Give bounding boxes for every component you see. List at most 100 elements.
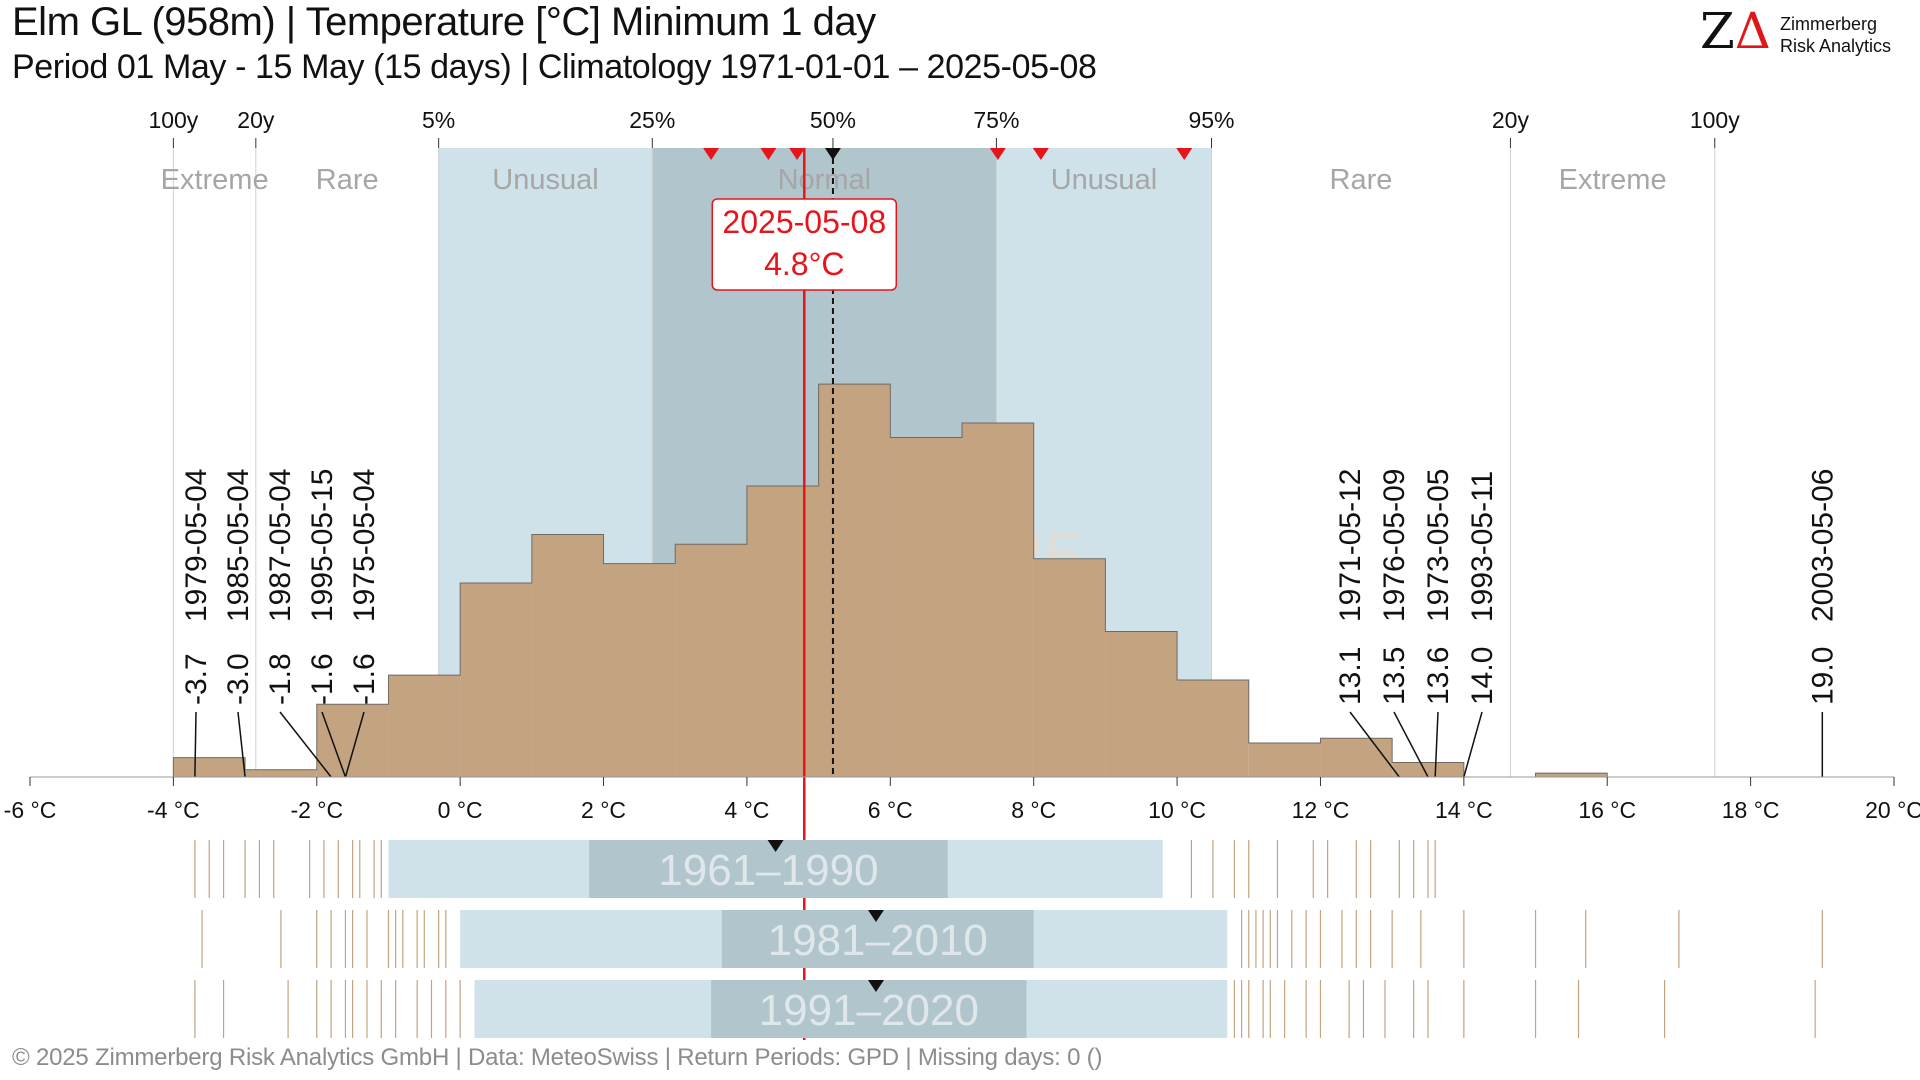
- current-value-box-frame: [711, 198, 898, 291]
- recent-value-marker-icon: [703, 148, 720, 160]
- recent-value-marker-icon: [789, 148, 806, 160]
- extreme-date-label: 1971-05-12: [1334, 469, 1367, 622]
- histogram-bar: [746, 486, 819, 777]
- histogram-bar: [460, 583, 532, 777]
- period-strip-normal: [589, 840, 948, 898]
- period-label: 1981–2010: [768, 916, 988, 965]
- recent-value-marker-icon: [1032, 148, 1049, 160]
- period-strip-normal: [721, 910, 1034, 968]
- extreme-value-label: -3.0: [222, 653, 255, 705]
- extreme-value-label: 13.1: [1334, 647, 1367, 705]
- histogram-bar: [1248, 743, 1321, 777]
- top-axis-label: 20y: [237, 107, 275, 133]
- histogram-outline: [172, 383, 1679, 778]
- period-median-marker-icon: [867, 910, 884, 922]
- histogram-bar: [1535, 773, 1608, 777]
- histogram-bar: [1320, 738, 1393, 777]
- histogram-bar: [818, 384, 891, 777]
- x-axis-tick-label: 12 °C: [1292, 797, 1350, 823]
- histogram-bar: [603, 563, 676, 777]
- histogram-bar: [316, 704, 389, 777]
- extreme-date-label: 1995-05-15: [306, 469, 339, 622]
- extreme-date-label: 2003-05-06: [1806, 469, 1839, 622]
- extreme-value-label: 13.5: [1378, 647, 1411, 705]
- logo-text-line1: Zimmerberg: [1780, 14, 1878, 34]
- histogram-bar: [962, 422, 1034, 777]
- period-median-marker-icon: [867, 980, 884, 992]
- histogram-bar: [1033, 558, 1106, 777]
- category-label-unusual: Unusual: [1051, 164, 1157, 196]
- extreme-leader-line: [344, 711, 365, 778]
- category-label-rare: Rare: [316, 164, 379, 196]
- current-value-box: 2025-05-08 4.8°C: [711, 198, 898, 291]
- x-axis-tick-label: -6 °C: [4, 797, 57, 823]
- x-axis-tick-label: 0 °C: [438, 797, 483, 823]
- footer-credits: © 2025 Zimmerberg Risk Analytics GmbH | …: [12, 1044, 1103, 1071]
- logo-mark-icon: ZΔ: [1700, 2, 1771, 60]
- category-label-extreme: Extreme: [161, 164, 269, 196]
- extreme-value-label: 13.6: [1422, 647, 1455, 705]
- extreme-value-label: 14.0: [1466, 647, 1499, 705]
- top-axis-label: 100y: [1690, 107, 1740, 133]
- extreme-value-label: -1.6: [306, 653, 339, 705]
- extreme-annotations: -3.7 1979-05-04 -3.0 1985-05-04 -1.8 1987-05-…: [180, 469, 1839, 778]
- top-axis-label: 75%: [973, 107, 1019, 133]
- extreme-date-label: 1976-05-09: [1378, 469, 1411, 622]
- top-axis-label: 50%: [810, 107, 856, 133]
- period-strip-normal: [711, 980, 1027, 1038]
- extreme-date-label: 1973-05-05: [1422, 469, 1455, 622]
- extreme-leader-line: [1434, 711, 1439, 778]
- histogram-bar: [1105, 631, 1178, 777]
- period-strips: 1961–1990 1981–2010 1991–2020: [194, 840, 1823, 1038]
- extreme-leader-line: [1463, 711, 1483, 778]
- recent-value-marker-icon: [760, 148, 777, 160]
- period-label: 1961–1990: [658, 846, 878, 895]
- top-axis-label: 100y: [148, 107, 198, 133]
- histogram-bar: [675, 544, 747, 777]
- category-label-rare: Rare: [1330, 164, 1393, 196]
- histogram-bar: [1177, 680, 1249, 777]
- histogram-bar: [1392, 762, 1464, 777]
- extreme-value-label: -1.8: [264, 653, 297, 705]
- extreme-date-label: 1975-05-04: [348, 469, 381, 622]
- extreme-leader-line: [237, 711, 246, 778]
- histogram-bar: [531, 534, 604, 777]
- extreme-date-label: 1985-05-04: [222, 469, 255, 622]
- histogram: [172, 383, 1679, 778]
- histogram-bar: [245, 769, 317, 777]
- histogram-bar: [173, 757, 246, 777]
- top-axis-label: 20y: [1492, 107, 1530, 133]
- extreme-leader-line: [194, 711, 197, 778]
- x-axis-tick-label: 10 °C: [1148, 797, 1206, 823]
- current-value-label: 4.8°C: [764, 246, 844, 282]
- extreme-leader-line: [321, 711, 347, 778]
- x-axis-tick-label: -2 °C: [290, 797, 343, 823]
- extreme-leader-line: [1349, 711, 1400, 778]
- top-axis-label: 95%: [1188, 107, 1234, 133]
- recent-markers: [703, 148, 1193, 160]
- top-axis-label: 5%: [422, 107, 455, 133]
- histogram-bar: [388, 675, 461, 777]
- page-subtitle: Period 01 May - 15 May (15 days) | Clima…: [12, 48, 1097, 86]
- extreme-value-label: -1.6: [348, 653, 381, 705]
- x-axis-tick-label: 16 °C: [1578, 797, 1636, 823]
- extreme-date-label: 1979-05-04: [180, 469, 213, 622]
- extreme-leader-line: [1393, 711, 1429, 778]
- category-label-unusual: Unusual: [492, 164, 598, 196]
- x-axis-tick-label: 20 °C: [1865, 797, 1920, 823]
- category-labels: Extreme Rare Unusual Normal Unusual Rare Extre…: [161, 164, 1667, 196]
- current-date-label: 2025-05-08: [722, 204, 886, 240]
- category-label-normal: Normal: [778, 164, 871, 196]
- company-logo: ZΔ Zimmerberg Risk Analytics: [1700, 6, 1900, 64]
- extreme-date-label: 1993-05-11: [1466, 471, 1499, 622]
- x-axis-tick-label: 6 °C: [868, 797, 913, 823]
- histogram-bar: [890, 437, 962, 777]
- extreme-value-label: 19.0: [1806, 647, 1839, 705]
- x-axis-tick-label: 2 °C: [581, 797, 626, 823]
- extreme-value-label: -3.7: [180, 653, 213, 705]
- period-median-marker-icon: [767, 840, 784, 852]
- extreme-leader-line: [279, 711, 332, 778]
- median-marker-icon: [824, 148, 841, 160]
- x-axis-tick-label: 18 °C: [1722, 797, 1780, 823]
- extreme-date-label: 1987-05-04: [264, 469, 297, 622]
